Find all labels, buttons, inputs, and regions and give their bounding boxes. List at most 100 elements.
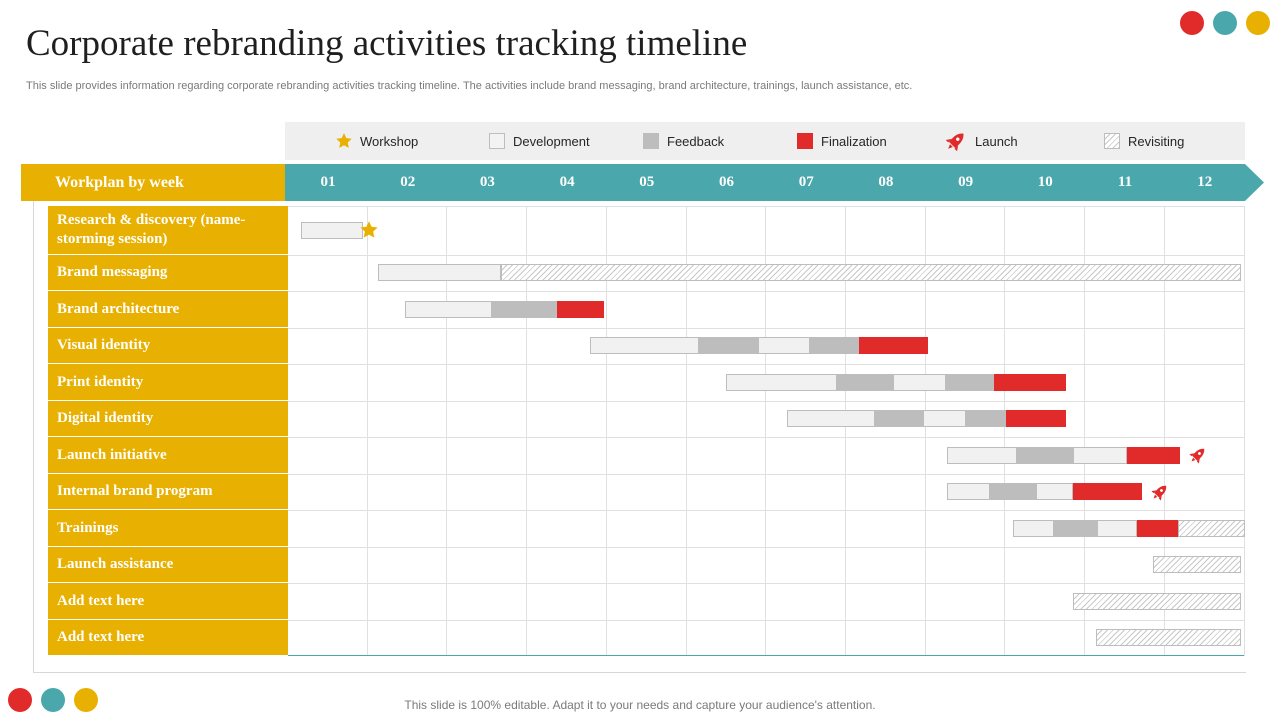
task-label: Launch assistance xyxy=(48,547,288,582)
legend-label: Feedback xyxy=(667,133,725,149)
legend-workshop: Workshop xyxy=(335,122,418,160)
grid-column-line xyxy=(526,207,528,655)
feedback-bar xyxy=(966,410,1007,427)
week-label: 10 xyxy=(1037,174,1053,190)
task-label: Add text here xyxy=(48,583,288,619)
week-label: 03 xyxy=(479,174,495,190)
grid-row-line xyxy=(288,401,1244,402)
grid-row-line xyxy=(288,328,1244,329)
task-label: Add text here xyxy=(48,620,288,655)
task-label: Internal brand program xyxy=(48,474,288,509)
grid-column-line xyxy=(685,207,687,655)
legend-label: Development xyxy=(513,133,590,149)
legend: Workshop Development Feedback Finalizati… xyxy=(285,122,1245,160)
grid-row-line xyxy=(288,583,1244,584)
grid-row-line xyxy=(288,255,1244,256)
yellow-dot xyxy=(1246,11,1270,35)
finalization-bar xyxy=(994,373,1067,391)
week-label: 01 xyxy=(320,174,336,190)
feedback-bar xyxy=(1017,446,1074,464)
week-label: 12 xyxy=(1197,174,1213,190)
grid-column-line xyxy=(1084,207,1085,655)
legend-label: Workshop xyxy=(360,133,419,149)
weeks-header: 01 02 03 04 05 06 07 08 09 10 11 12 xyxy=(285,164,1264,201)
yellow-dot xyxy=(74,688,98,712)
task-label: Trainings xyxy=(48,510,288,546)
workplan-header: Workplan by week xyxy=(21,164,285,201)
red-dot xyxy=(8,688,32,712)
feedback-bar xyxy=(945,373,995,391)
week-label: 11 xyxy=(1117,174,1133,190)
development-bar xyxy=(946,446,1018,464)
week-label: 06 xyxy=(719,174,734,190)
star-icon xyxy=(335,132,353,150)
page-subtitle: This slide provides information regardin… xyxy=(26,80,913,92)
grid-column-line xyxy=(605,207,607,655)
grid-row-line xyxy=(288,510,1244,511)
grid-row-line xyxy=(288,620,1244,621)
decor-dots-top xyxy=(1180,11,1270,35)
grid-column-line xyxy=(844,207,846,655)
page-title: Corporate rebranding activities tracking… xyxy=(26,23,748,64)
finalization-swatch xyxy=(797,133,813,149)
red-dot xyxy=(1180,11,1204,35)
week-label: 08 xyxy=(878,174,894,190)
legend-feedback: Feedback xyxy=(643,122,724,160)
week-label: 07 xyxy=(798,174,814,190)
development-bar xyxy=(300,221,364,239)
legend-label: Revisiting xyxy=(1128,133,1185,149)
development-bar xyxy=(1097,519,1137,537)
grid-column-line xyxy=(1163,207,1165,655)
decor-dots-bottom xyxy=(8,688,98,712)
finalization-bar xyxy=(556,300,604,318)
grid-column-line xyxy=(446,207,448,655)
task-label: Print identity xyxy=(48,364,288,400)
grid-row-line xyxy=(288,291,1244,292)
development-bar xyxy=(725,373,837,391)
feedback-bar xyxy=(836,373,894,391)
legend-revisiting: Revisiting xyxy=(1104,122,1184,160)
grid-bottom-line xyxy=(288,655,1244,656)
task-label: Launch initiative xyxy=(48,437,288,473)
development-bar xyxy=(893,373,946,391)
revisiting-swatch xyxy=(1104,133,1120,149)
timeline-frame xyxy=(33,201,1246,673)
weeks-arrow xyxy=(285,164,1264,201)
grid-column-line xyxy=(1004,207,1006,655)
legend-label: Finalization xyxy=(821,133,887,149)
legend-launch: Launch xyxy=(944,122,1018,160)
development-bar xyxy=(758,337,811,354)
development-bar xyxy=(1013,519,1055,537)
finalization-bar xyxy=(1073,483,1142,500)
finalization-bar xyxy=(1126,446,1181,464)
development-bar xyxy=(378,264,501,281)
rocket-icon xyxy=(944,129,968,153)
feedback-bar xyxy=(699,337,759,354)
revisiting-bar xyxy=(1073,592,1241,610)
legend-development: Development xyxy=(489,122,590,160)
grid-column-line xyxy=(924,207,926,655)
development-bar xyxy=(1035,483,1074,500)
timeline-grid xyxy=(288,206,1245,656)
development-bar xyxy=(946,483,991,500)
rocket-icon xyxy=(1150,482,1170,502)
revisiting-bar xyxy=(1096,629,1241,646)
rocket-icon xyxy=(1188,445,1208,465)
feedback-bar xyxy=(810,337,859,354)
week-label: 09 xyxy=(958,174,974,190)
task-label: Brand messaging xyxy=(48,255,288,290)
revisiting-bar xyxy=(1177,519,1246,537)
feedback-bar xyxy=(1054,519,1098,537)
task-label: Digital identity xyxy=(48,401,288,436)
grid-row-line xyxy=(288,364,1244,365)
grid-column-line xyxy=(366,207,368,655)
task-label: Brand architecture xyxy=(48,291,288,327)
teal-dot xyxy=(1213,11,1237,35)
finalization-bar xyxy=(858,337,929,354)
feedback-bar xyxy=(874,410,923,427)
week-label: 02 xyxy=(400,174,416,190)
development-bar xyxy=(787,410,875,427)
finalization-bar xyxy=(1006,410,1067,427)
feedback-swatch xyxy=(643,133,659,149)
footer-note: This slide is 100% editable. Adapt it to… xyxy=(404,698,876,712)
